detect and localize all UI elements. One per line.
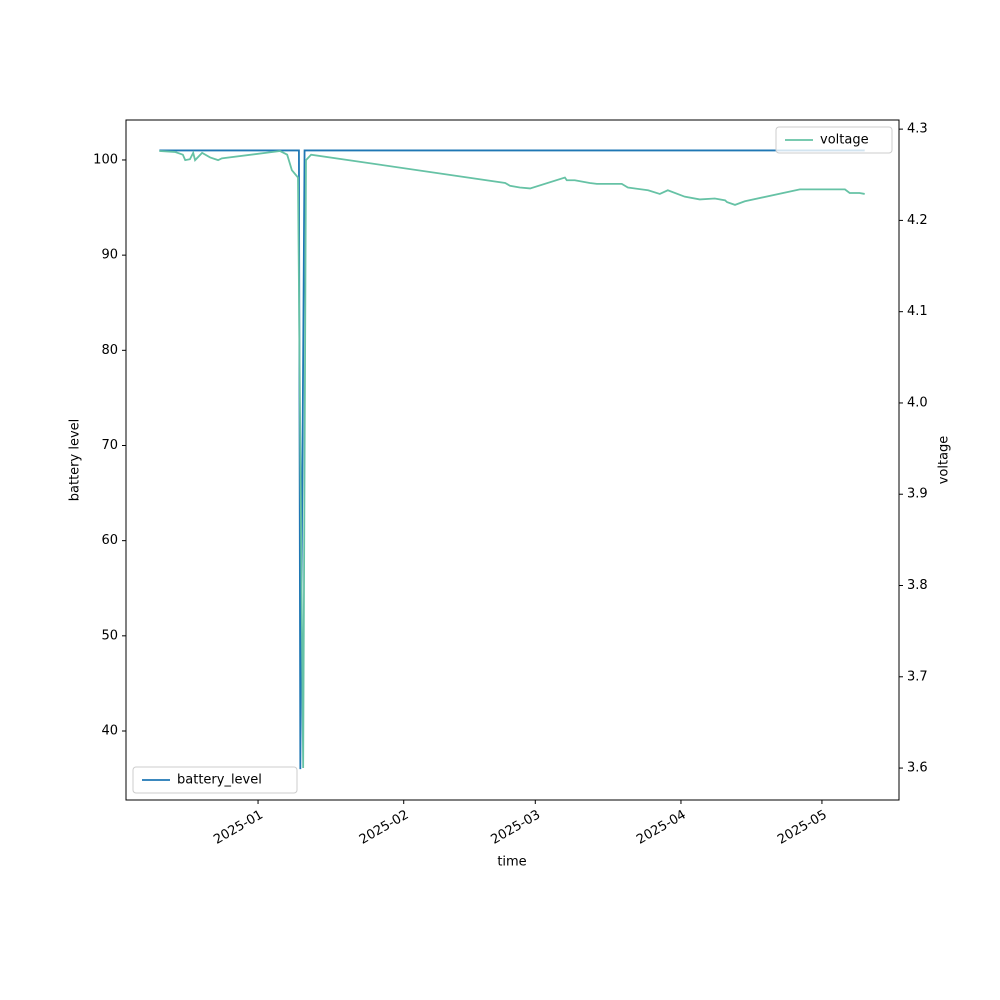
y2-tick-label: 4.1 xyxy=(907,304,928,319)
legend-box xyxy=(132,766,298,794)
y2-tick-label: 3.9 xyxy=(907,487,928,502)
legend-label: voltage xyxy=(820,133,869,148)
legend-label: battery_level xyxy=(177,773,262,788)
y-tick-label: 40 xyxy=(101,724,118,739)
x-tick-label: 2025-03 xyxy=(488,808,543,848)
x-tick-label: 2025-02 xyxy=(357,808,412,848)
y2-tick-label: 4.2 xyxy=(907,213,928,228)
y2-tick-label: 4.0 xyxy=(907,395,928,410)
x-axis-label: time xyxy=(497,855,526,870)
y-tick-label: 80 xyxy=(101,343,118,358)
y2-tick-label: 4.3 xyxy=(907,122,928,137)
y2-tick-label: 3.7 xyxy=(907,669,928,684)
y-tick-label: 60 xyxy=(101,533,118,548)
plot-frame xyxy=(125,119,900,801)
x-tick-label: 2025-05 xyxy=(775,808,830,848)
y-tick-label: 100 xyxy=(93,152,118,167)
legend-box xyxy=(775,126,893,154)
y-tick-label: 50 xyxy=(101,628,118,643)
y-tick-label: 90 xyxy=(101,248,118,263)
y2-tick-label: 3.6 xyxy=(907,761,928,776)
y2-axis-label: voltage xyxy=(937,436,952,485)
x-tick-label: 2025-01 xyxy=(211,808,266,848)
y2-tick-label: 3.8 xyxy=(907,578,928,593)
series-line xyxy=(159,150,865,769)
y-tick-label: 70 xyxy=(101,438,118,453)
x-tick-label: 2025-04 xyxy=(634,808,689,848)
series-line xyxy=(159,149,865,770)
y-axis-label: battery level xyxy=(68,419,83,502)
